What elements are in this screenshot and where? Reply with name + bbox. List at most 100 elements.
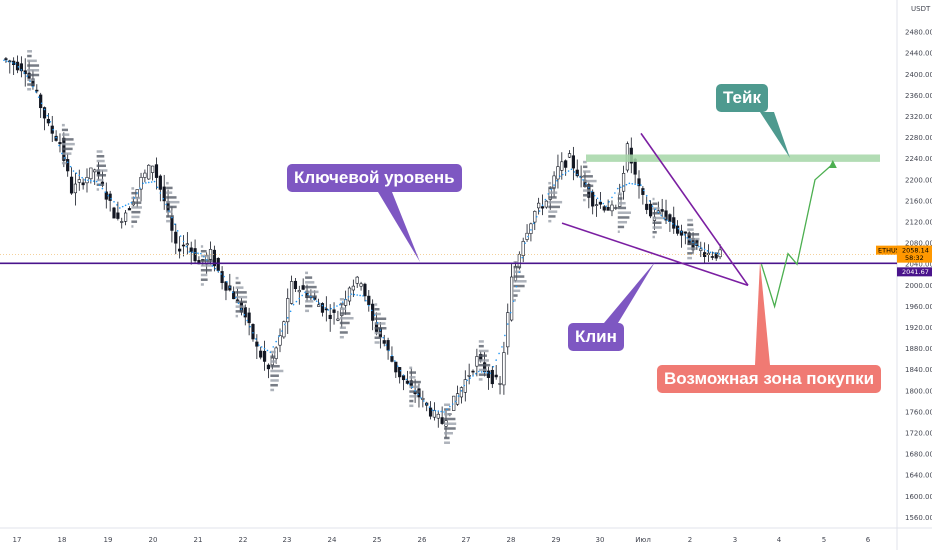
ma-dot	[263, 347, 266, 350]
volume-profile-bar	[374, 327, 387, 330]
ma-dot	[564, 171, 567, 174]
volume-profile-bar	[444, 427, 456, 430]
volume-profile-bar	[27, 59, 37, 63]
volume-profile-bar	[548, 215, 556, 218]
candle-body	[81, 182, 85, 186]
ma-dot	[165, 203, 167, 206]
ma-dot	[52, 128, 55, 131]
annotation-buy-zone[interactable]: Возможная зона покупки	[657, 365, 882, 393]
volume-profiles-layer	[27, 50, 700, 444]
candle-body	[139, 176, 143, 190]
time-axis[interactable]: 17 18 19 20 21 22 23 24 25 26 27 28 29 30 Июл 2 3 4 5 6	[13, 536, 871, 544]
ma-dot	[446, 408, 448, 411]
volume-profile-bar	[339, 316, 354, 320]
volume-profile-bar	[374, 317, 387, 321]
ma-dot	[344, 298, 347, 301]
ma-dot	[559, 175, 561, 178]
volume-profile-bar	[652, 230, 657, 234]
ma-dot	[396, 365, 399, 368]
candle-body	[390, 356, 394, 362]
ma-dot	[709, 251, 712, 254]
volume-profile-bar	[166, 219, 171, 223]
ma-dot	[480, 371, 483, 373]
candle-body	[224, 281, 228, 291]
candle-body	[212, 249, 216, 267]
ma-dot	[61, 152, 63, 155]
annotation-key-level[interactable]: Ключевой уровень	[287, 164, 462, 192]
volume-profile-bar	[548, 191, 558, 194]
ma-dot	[315, 300, 318, 302]
ma-dot	[124, 204, 127, 207]
volume-profile-bar	[617, 216, 630, 219]
candle-body	[699, 248, 703, 251]
ma-dot	[252, 332, 254, 334]
volume-profile-bar	[652, 235, 655, 239]
projection-arrowhead	[828, 159, 837, 168]
candle-body	[162, 186, 166, 202]
candle-body	[247, 312, 251, 324]
price-tick-label: 1720.00	[905, 430, 932, 438]
ma-dot	[590, 190, 593, 193]
ma-dot	[185, 245, 188, 248]
ma-dot	[547, 193, 550, 195]
ma-dot	[307, 293, 309, 296]
candle-body	[351, 285, 355, 291]
price-tick-label: 2480.00	[905, 29, 932, 37]
ma-dot	[231, 291, 234, 294]
volume-profile-bar	[166, 215, 174, 218]
ma-dot	[495, 359, 497, 361]
ma-dot	[321, 304, 324, 307]
ma-dot	[376, 321, 379, 324]
ma-dot	[202, 255, 205, 258]
price-tick-label: 2400.00	[905, 71, 932, 79]
ma-dot	[217, 270, 220, 273]
volume-profile-bar	[27, 69, 40, 72]
annotation-take[interactable]: Тейк	[716, 84, 768, 112]
ma-dot	[561, 173, 564, 176]
volume-profile-bar	[444, 422, 457, 425]
annotation-wedge[interactable]: Клин	[568, 323, 624, 351]
candle-body	[455, 393, 460, 405]
ma-dot	[556, 179, 558, 182]
ma-dot	[200, 252, 202, 255]
time-tick-label: 22	[239, 536, 248, 544]
ma-dot	[272, 346, 275, 348]
volume-profile-bar	[513, 261, 519, 264]
ma-dot	[133, 197, 136, 199]
volume-profile-bar	[235, 295, 248, 299]
volume-profile-bar	[617, 201, 626, 205]
ma-dot	[350, 293, 353, 295]
ma-dot	[643, 189, 645, 192]
ma-dot	[567, 170, 570, 172]
volume-profile-bar	[374, 331, 382, 335]
candle-body	[151, 165, 155, 173]
ma-dot	[457, 395, 460, 397]
volume-profile-bar	[61, 157, 67, 160]
candle-body	[606, 206, 610, 211]
volume-profile-bar	[96, 155, 105, 158]
ma-dot	[698, 245, 700, 248]
volume-profile-bar	[200, 273, 208, 277]
candle-body	[521, 241, 525, 256]
drawings-layer	[0, 112, 897, 365]
ma-dot	[159, 192, 162, 194]
ma-dot	[472, 375, 474, 377]
candle-body	[371, 303, 375, 321]
price-tick-label: 1640.00	[905, 472, 932, 480]
volume-profile-bar	[200, 264, 213, 267]
ma-dot	[683, 233, 686, 236]
candle-body	[255, 341, 259, 347]
candle-body	[382, 340, 386, 344]
ma-dot	[43, 108, 46, 111]
volume-profile-bar	[27, 50, 33, 53]
ma-dot	[72, 170, 75, 172]
time-tick-label: 28	[507, 536, 516, 544]
ma-dot	[469, 377, 471, 379]
candle-body	[143, 172, 147, 178]
ma-dot	[278, 335, 280, 338]
candle-body	[417, 388, 421, 398]
volume-profile-bar	[687, 247, 697, 250]
ma-dot	[399, 369, 402, 372]
price-axis[interactable]: 1560.00 1600.00 1640.00 1680.00 1720.00 1760.…	[876, 5, 932, 522]
